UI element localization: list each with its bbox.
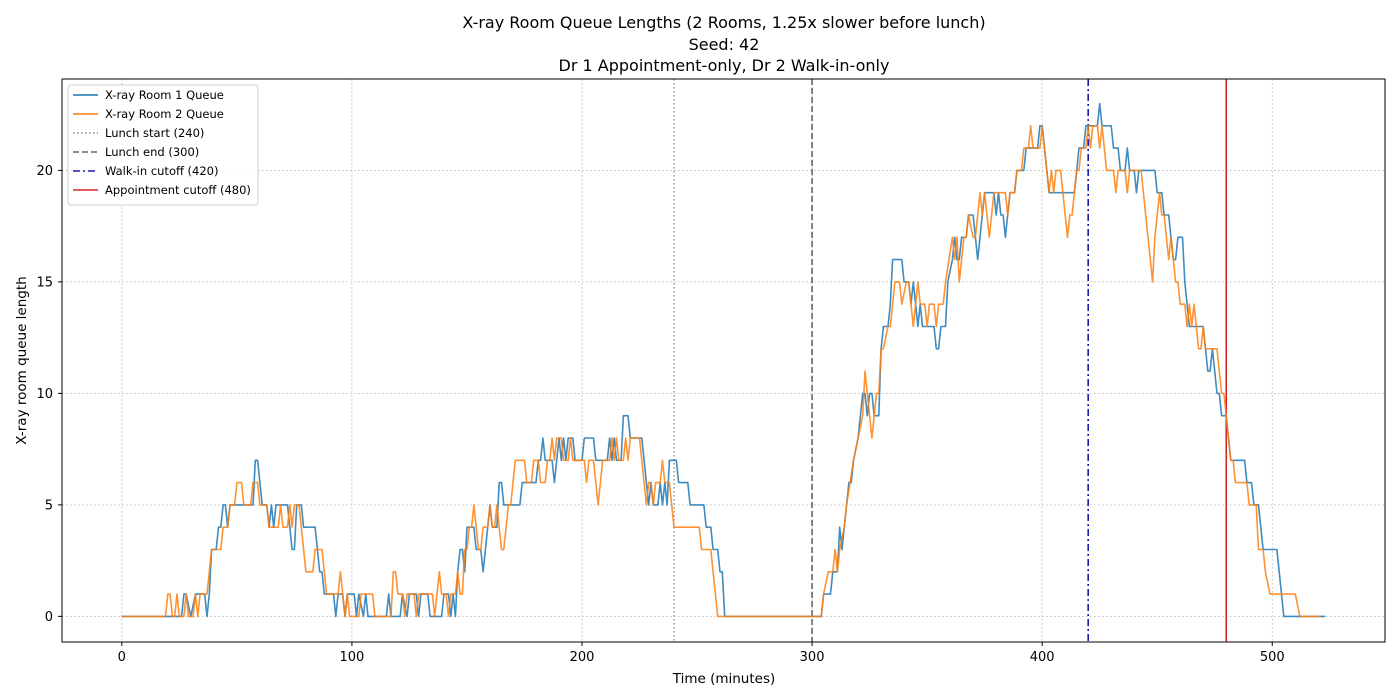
- legend-label: Appointment cutoff (480): [105, 183, 251, 197]
- y-tick-label: 20: [36, 164, 53, 179]
- legend-label: Lunch start (240): [105, 126, 204, 140]
- grid: [62, 79, 1385, 642]
- x-tick-label: 300: [800, 650, 825, 665]
- x-axis-label: Time (minutes): [672, 671, 776, 687]
- reference-lines: [673, 79, 1228, 642]
- y-tick-label: 10: [36, 387, 53, 402]
- plot-frame: [61, 78, 1386, 643]
- legend-box: [67, 84, 259, 206]
- chart-title: X-ray Room Queue Lengths (2 Rooms, 1.25x…: [462, 13, 985, 75]
- legend-label: X-ray Room 2 Queue: [105, 107, 224, 121]
- title-line-3: Dr 1 Appointment-only, Dr 2 Walk-in-only: [559, 56, 890, 75]
- series-line-room-2: [121, 125, 1321, 618]
- y-axis-label: X-ray room queue length: [14, 276, 30, 444]
- legend-label: Lunch end (300): [105, 145, 199, 159]
- y-tick-label: 0: [45, 610, 53, 625]
- x-tick-label: 500: [1260, 650, 1285, 665]
- x-tick-label: 0: [118, 650, 126, 665]
- title-line-2: Seed: 42: [689, 35, 760, 54]
- legend-label: Walk-in cutoff (420): [105, 164, 218, 178]
- legend: X-ray Room 1 Queue X-ray Room 2 Queue Lunc…: [67, 84, 259, 206]
- title-line-1: X-ray Room Queue Lengths (2 Rooms, 1.25x…: [462, 13, 985, 32]
- y-tick-label: 15: [36, 275, 53, 290]
- axis-ticks: 0 100 200 300 400 500 0 5 10 15 20: [36, 164, 1284, 665]
- series-lines: [121, 102, 1326, 618]
- x-tick-label: 200: [570, 650, 595, 665]
- y-tick-label: 5: [45, 498, 53, 513]
- x-tick-label: 400: [1030, 650, 1055, 665]
- x-tick-label: 100: [339, 650, 364, 665]
- legend-label: X-ray Room 1 Queue: [105, 88, 224, 102]
